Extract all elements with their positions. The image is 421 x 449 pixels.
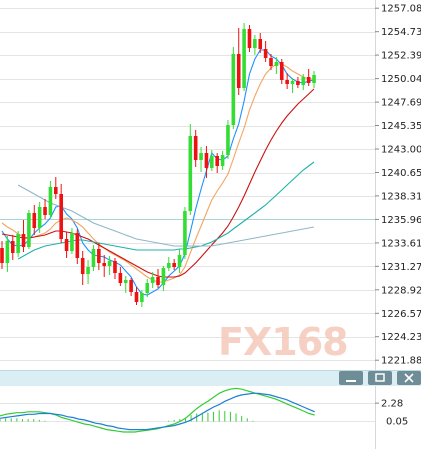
minimize-icon [346, 380, 356, 382]
candle-body [166, 263, 171, 268]
y-tick-label: 1224.23 [381, 332, 421, 343]
y-tick-label: 1247.69 [381, 98, 421, 109]
candle-body [199, 153, 203, 160]
y-tick-label: 1238.31 [381, 191, 421, 202]
candle-body [279, 62, 284, 80]
candle-body [263, 49, 268, 58]
indicator-partial-tick-label: 0.05 [386, 417, 408, 428]
candle-body [242, 29, 246, 88]
indicator-line [0, 392, 315, 431]
candle-body [306, 77, 311, 83]
candle-body [183, 211, 187, 255]
candle-body [97, 249, 101, 263]
candle-body [32, 213, 37, 228]
candle-body [204, 153, 209, 168]
candle-body [312, 75, 316, 83]
y-tick-label: 1257.08 [381, 4, 421, 15]
candle-body [177, 255, 182, 267]
y-tick-label: 1226.57 [381, 309, 421, 320]
candle-body [296, 81, 300, 85]
main-grid [0, 8, 375, 361]
y-tick-label: 1221.88 [381, 356, 421, 367]
candle-body [258, 39, 263, 49]
indicator-lines [0, 387, 315, 433]
candle-body [145, 283, 150, 293]
restore-button[interactable] [368, 371, 392, 385]
candle-body [269, 58, 273, 66]
candle-body [134, 292, 139, 302]
candle-body [129, 280, 133, 292]
candle-body [274, 62, 279, 66]
candle-body [64, 239, 69, 251]
indicator-histogram [0, 410, 254, 422]
candle-body [5, 241, 10, 263]
minimize-button[interactable] [339, 371, 363, 385]
restore-icon [375, 373, 385, 382]
candlesticks [0, 23, 316, 307]
watermark-logo: FX168 [218, 320, 348, 364]
moving-average-line [1, 49, 315, 296]
moving-average-line [1, 88, 315, 278]
candle-body [86, 267, 90, 274]
indicator-grid [0, 403, 375, 422]
y-tick-label: 1240.65 [381, 168, 421, 179]
y-tick-label: 1235.96 [381, 215, 421, 226]
candle-body [59, 194, 63, 239]
candle-body [80, 258, 85, 274]
candle-body [210, 156, 214, 168]
candle-body [10, 241, 15, 253]
candle-body [156, 277, 160, 285]
y-tick-label: 1250.04 [381, 74, 421, 85]
candle-body [140, 293, 144, 302]
candle-body [27, 213, 31, 247]
candle-body [215, 156, 219, 166]
candle-body [290, 81, 295, 84]
candle-body [285, 80, 289, 84]
candle-body [21, 234, 26, 247]
y-tick-label: 1233.61 [381, 238, 421, 249]
main-y-axis: 1257.08 1254.73 1252.39 1250.04 1247.69 1245.… [375, 4, 421, 367]
candle-body [91, 249, 96, 267]
moving-average-line [17, 184, 315, 247]
candle-body [48, 187, 53, 215]
candle-body [231, 54, 236, 125]
candle-body [236, 54, 241, 88]
candle-body [16, 234, 20, 253]
y-tick-label: 1245.35 [381, 121, 421, 132]
candle-body [161, 268, 166, 285]
candle-body [102, 263, 107, 266]
candle-body [226, 125, 230, 155]
candle-body [113, 261, 117, 273]
candle-body [193, 136, 198, 160]
candle-body [188, 136, 193, 211]
indicator-tick-label: 2.28 [381, 399, 403, 410]
candle-body [220, 155, 225, 166]
y-tick-label: 1252.39 [381, 51, 421, 62]
candle-body [172, 263, 176, 267]
candle-body [0, 248, 4, 263]
candle-body [301, 77, 306, 85]
candle-body [123, 280, 128, 283]
close-button[interactable] [397, 371, 421, 385]
candle-body [150, 277, 155, 283]
candle-body [75, 233, 80, 258]
candle-body [107, 261, 112, 266]
candle-body [54, 187, 58, 194]
indicator-y-axis: 2.28 0.05 [375, 399, 408, 428]
candle-body [70, 233, 74, 251]
candle-body [43, 207, 47, 215]
close-icon [404, 373, 414, 383]
candle-body [247, 29, 252, 48]
y-tick-label: 1231.27 [381, 262, 421, 273]
candle-body [253, 39, 257, 48]
y-tick-label: 1228.92 [381, 285, 421, 296]
y-tick-label: 1254.73 [381, 27, 421, 38]
panel-divider-bar [0, 370, 421, 386]
candle-body [37, 207, 42, 228]
y-tick-label: 1243.00 [381, 145, 421, 156]
candle-body [118, 273, 123, 283]
moving-averages [1, 49, 315, 296]
